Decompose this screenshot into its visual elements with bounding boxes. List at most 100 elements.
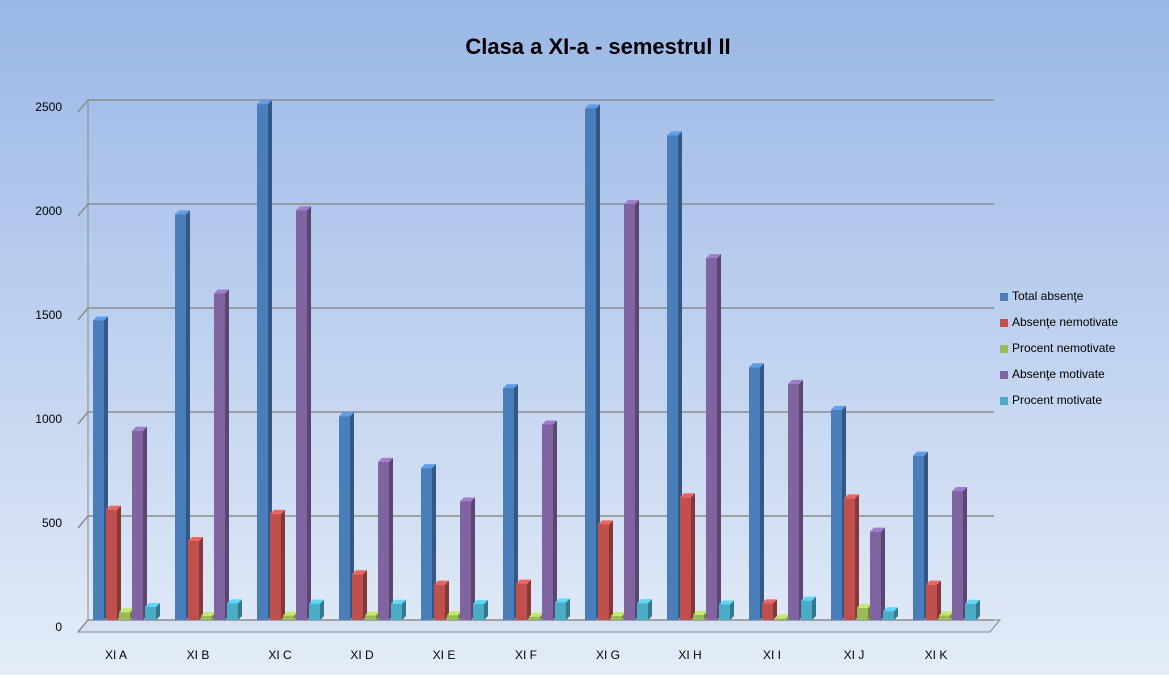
bar-top bbox=[434, 580, 449, 585]
bar-side bbox=[117, 505, 121, 620]
bar bbox=[270, 513, 281, 620]
bar-top bbox=[175, 210, 190, 215]
grid-line bbox=[77, 99, 994, 113]
bar-top bbox=[883, 607, 898, 612]
bar-top bbox=[188, 536, 203, 541]
bar bbox=[555, 602, 566, 620]
bar-top bbox=[339, 412, 354, 417]
bar-top bbox=[132, 426, 147, 431]
bar-top bbox=[516, 579, 531, 584]
bar bbox=[503, 388, 514, 620]
bar bbox=[788, 383, 799, 620]
y-tick-label: 1000 bbox=[35, 412, 62, 426]
bar-side bbox=[730, 600, 734, 620]
x-tick-label: XI I bbox=[763, 648, 781, 662]
bar bbox=[339, 416, 350, 620]
bar bbox=[434, 584, 445, 620]
legend-label: Absenţe nemotivate bbox=[1012, 315, 1118, 329]
y-tick-label: 2500 bbox=[35, 100, 62, 114]
floor bbox=[76, 619, 1002, 633]
bar-top bbox=[857, 603, 872, 608]
bar-side bbox=[937, 580, 941, 620]
bar-top bbox=[460, 497, 475, 502]
bar-top bbox=[447, 611, 462, 616]
bar bbox=[611, 616, 622, 620]
bar bbox=[201, 615, 212, 620]
legend-label: Absenţe motivate bbox=[1012, 367, 1105, 381]
bar-top bbox=[542, 420, 557, 425]
bar bbox=[801, 600, 812, 620]
bar-top bbox=[270, 509, 285, 514]
bar-side bbox=[963, 487, 967, 620]
grid-line bbox=[77, 307, 994, 321]
bar-side bbox=[389, 457, 393, 620]
bar-top bbox=[473, 599, 488, 604]
bar-top bbox=[706, 254, 721, 259]
legend-swatch bbox=[1000, 371, 1008, 379]
bar bbox=[93, 320, 104, 620]
bar-top bbox=[257, 100, 272, 105]
bar-top bbox=[788, 379, 803, 384]
bar bbox=[857, 607, 868, 620]
bar-top bbox=[555, 598, 570, 603]
bar bbox=[296, 210, 307, 621]
bar bbox=[145, 606, 156, 620]
x-tick-label: XI E bbox=[433, 648, 456, 662]
bar bbox=[132, 430, 143, 620]
bar-side bbox=[320, 599, 324, 620]
bar bbox=[516, 583, 527, 620]
bar-top bbox=[93, 316, 108, 321]
bar-top bbox=[952, 487, 967, 492]
bar-top bbox=[585, 104, 600, 109]
bar bbox=[227, 603, 238, 620]
bar-top bbox=[503, 384, 518, 389]
bar bbox=[965, 603, 976, 620]
bar-side bbox=[717, 254, 721, 620]
legend-label: Procent motivate bbox=[1012, 393, 1102, 407]
bar-top bbox=[965, 599, 980, 604]
bar-side bbox=[281, 509, 285, 620]
bar bbox=[257, 104, 268, 620]
x-tick-label: XI A bbox=[105, 648, 127, 662]
legend-label: Total absenţe bbox=[1012, 289, 1084, 303]
bar-side bbox=[773, 599, 777, 620]
bar-top bbox=[145, 602, 160, 607]
bar-side bbox=[881, 527, 885, 620]
bar bbox=[624, 204, 635, 620]
bar-top bbox=[296, 206, 311, 211]
bar bbox=[719, 604, 730, 620]
bar-top bbox=[378, 457, 393, 462]
bar-top bbox=[624, 200, 639, 204]
x-tick-label: XI K bbox=[925, 648, 948, 662]
bar bbox=[585, 108, 596, 620]
bar-side bbox=[402, 599, 406, 620]
bar bbox=[309, 603, 320, 620]
bar-top bbox=[391, 599, 406, 604]
bar-top bbox=[831, 405, 846, 410]
bar-top bbox=[214, 289, 229, 294]
y-tick-label: 1500 bbox=[35, 308, 62, 322]
bar bbox=[188, 540, 199, 620]
bar-top bbox=[870, 527, 885, 532]
grid-line bbox=[77, 203, 994, 217]
legend-swatch bbox=[1000, 319, 1008, 327]
bar-top bbox=[939, 611, 954, 616]
bar bbox=[119, 612, 130, 620]
bar-side bbox=[238, 599, 242, 620]
bar-top bbox=[775, 614, 790, 619]
x-tick-label: XI B bbox=[187, 648, 210, 662]
bar-side bbox=[432, 464, 436, 620]
bar-side bbox=[648, 599, 652, 620]
bar-top bbox=[801, 596, 816, 601]
bar-side bbox=[609, 520, 613, 620]
bar-side bbox=[976, 599, 980, 620]
bar-side bbox=[156, 602, 160, 620]
bar-side bbox=[225, 289, 229, 620]
y-tick-label: 0 bbox=[55, 620, 62, 634]
bar bbox=[762, 603, 773, 620]
bar bbox=[775, 618, 786, 620]
bar-side bbox=[350, 412, 354, 620]
bar bbox=[926, 584, 937, 620]
bar bbox=[637, 603, 648, 620]
